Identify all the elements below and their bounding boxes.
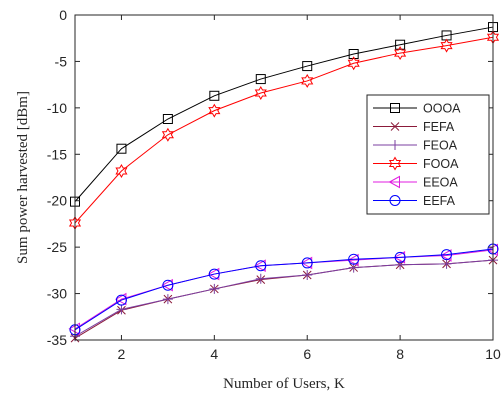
data-point-fooa xyxy=(347,56,360,71)
legend-item-eeoa: EEOA xyxy=(373,176,458,190)
y-tick-label: -10 xyxy=(47,100,67,116)
legend-item-fooa: FOOA xyxy=(373,156,459,171)
y-tick-label: -35 xyxy=(47,332,67,348)
series-layer xyxy=(68,22,500,343)
series-line-fooa xyxy=(74,36,494,224)
y-tick-label: -15 xyxy=(47,146,67,162)
y-tick-label: -25 xyxy=(47,239,67,255)
legend-label-fooa: FOOA xyxy=(423,157,459,171)
legend-marker-eeoa xyxy=(388,175,400,189)
x-tick-label: 10 xyxy=(485,346,501,362)
legend-label-feoa: FEOA xyxy=(423,139,458,153)
data-point-feoa xyxy=(255,273,266,284)
legend-label-eefa: EEFA xyxy=(423,194,456,208)
series-line-eefa xyxy=(74,248,494,331)
series-line-oooa xyxy=(74,26,494,202)
legend-marker-fefa xyxy=(390,122,400,131)
data-point-fooa xyxy=(394,46,407,61)
data-point-fooa xyxy=(115,164,128,178)
data-point-eefa xyxy=(348,253,360,265)
data-point-eefa xyxy=(394,251,406,263)
legend-marker-fooa xyxy=(388,156,402,171)
y-tick-label: -30 xyxy=(47,286,67,302)
legend-label-oooa: OOOA xyxy=(423,102,461,116)
x-tick-label: 2 xyxy=(118,346,126,362)
y-axis-label: Sum power harvested [dBm] xyxy=(15,91,31,264)
legend-item-eefa: EEFA xyxy=(373,194,456,208)
plot-frame xyxy=(74,14,494,341)
data-point-fooa xyxy=(161,127,174,142)
data-point-fooa xyxy=(440,38,453,53)
data-point-fooa xyxy=(301,73,314,88)
x-axis-label: Number of Users, K xyxy=(223,376,345,392)
legend-item-oooa: OOOA xyxy=(373,102,461,116)
x-tick-label: 4 xyxy=(210,346,218,362)
data-point-fooa xyxy=(254,86,267,100)
data-point-eefa xyxy=(115,294,127,306)
data-point-oooa xyxy=(395,39,406,50)
x-tick-label: 8 xyxy=(396,346,404,362)
data-point-fooa xyxy=(208,103,221,118)
data-point-oooa xyxy=(348,49,359,59)
legend-item-feoa: FEOA xyxy=(373,139,458,153)
series-fooa xyxy=(68,30,500,230)
legend-box xyxy=(366,94,490,215)
data-point-feoa xyxy=(395,259,406,270)
legend-marker-feoa xyxy=(390,140,400,150)
data-point-eefa xyxy=(162,279,174,291)
legend-item-fefa: FEFA xyxy=(373,120,455,134)
data-point-eefa xyxy=(301,257,313,269)
data-point-oooa xyxy=(209,90,220,101)
x-tick-label: 6 xyxy=(303,346,311,362)
data-point-feoa xyxy=(209,283,220,294)
data-point-eefa xyxy=(255,260,267,272)
data-point-feoa xyxy=(116,304,127,315)
data-point-feoa xyxy=(302,270,313,280)
axis-ticks: 2 4 6 8 10 0 -5 -10 -15 -20 -25 -30 -35 xyxy=(47,7,501,362)
data-point-eefa xyxy=(441,249,453,261)
data-point-oooa xyxy=(302,61,313,72)
data-point-oooa xyxy=(162,114,173,124)
series-line-feoa xyxy=(74,259,494,337)
data-point-feoa xyxy=(441,258,452,269)
legend-marker-eefa xyxy=(389,195,401,206)
data-point-eefa xyxy=(208,268,220,280)
y-tick-label: 0 xyxy=(59,7,67,23)
data-point-feoa xyxy=(162,294,173,305)
data-point-oooa xyxy=(255,74,266,85)
legend: OOOA FEFA FEOA FOOA EEOA EEFA xyxy=(366,94,490,215)
y-tick-label: -5 xyxy=(55,53,68,69)
legend-label-eeoa: EEOA xyxy=(423,176,458,190)
data-point-oooa xyxy=(116,143,127,154)
legend-label-fefa: FEFA xyxy=(423,120,455,134)
y-tick-label: -20 xyxy=(47,193,67,209)
legend-marker-oooa xyxy=(390,103,400,113)
